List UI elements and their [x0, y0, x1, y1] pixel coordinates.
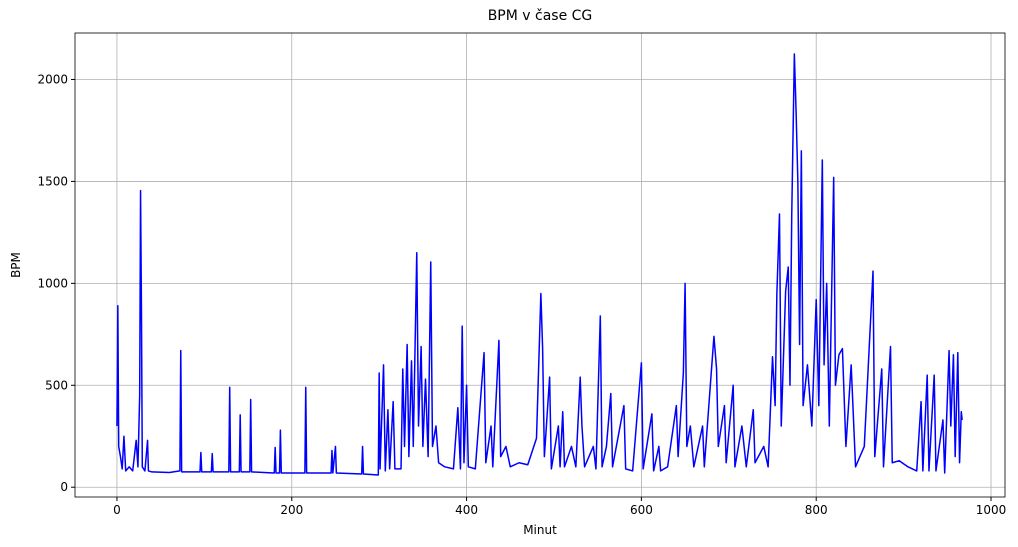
- x-tick-label: 800: [805, 503, 828, 517]
- y-tick-label: 2000: [37, 72, 68, 86]
- x-tick-label: 0: [113, 503, 121, 517]
- y-tick-label: 500: [45, 378, 68, 392]
- y-tick-label: 1000: [37, 276, 68, 290]
- chart-title: BPM v čase CG: [488, 8, 593, 24]
- x-tick-label: 200: [280, 503, 303, 517]
- data-line: [116, 53, 963, 476]
- x-axis-label: Minut: [523, 523, 557, 537]
- y-tick-label: 1500: [37, 174, 68, 188]
- x-tick-label: 400: [455, 503, 478, 517]
- x-tick-label: 600: [630, 503, 653, 517]
- plot-frame: [74, 32, 1006, 498]
- y-axis-label: BPM: [9, 252, 23, 278]
- x-tick-label: 1000: [976, 503, 1007, 517]
- y-tick-label: 0: [60, 480, 68, 494]
